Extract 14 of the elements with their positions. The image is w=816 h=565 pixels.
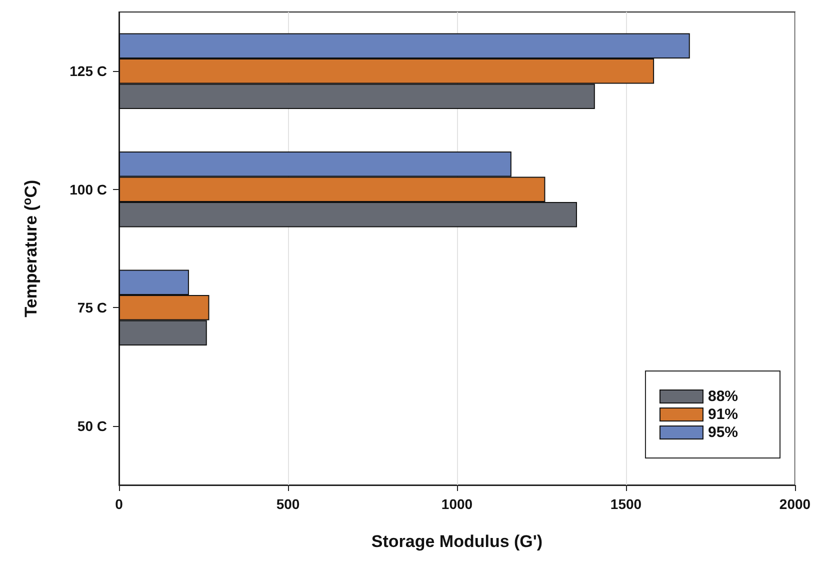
y-axis-title: Temperature (oC) [20,180,40,318]
y-tick-label: 100 C [70,181,107,198]
y-tick-label: 125 C [70,63,107,80]
y-tick-label: 75 C [77,300,107,316]
x-tick-label: 1000 [441,496,473,512]
x-axis-title: Storage Modulus (G') [371,532,543,551]
legend-label: 88% [708,388,738,405]
legend-label: 95% [708,424,738,441]
x-tick-label: 2000 [779,496,811,512]
x-tick-label: 1500 [610,496,642,512]
x-tick-label: 0 [115,496,124,512]
y-tick-label: 50 C [77,418,107,434]
x-tick-label: 500 [276,496,300,512]
legend-label: 91% [708,406,738,423]
